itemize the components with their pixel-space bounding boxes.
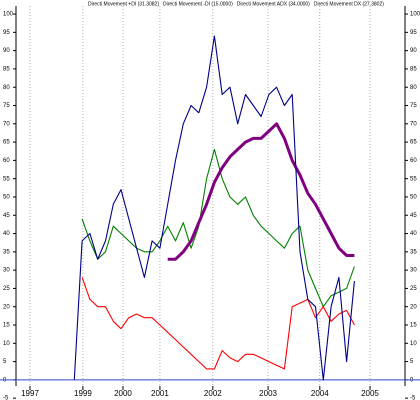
legend-text: Directi Movement DX (27.3802) [314, 1, 384, 7]
y-tick-label-right: -5 [410, 396, 416, 400]
y-tick-label-right: 90 [410, 48, 417, 54]
x-tick-label: 2005 [361, 389, 379, 398]
y-tick-label: 30 [3, 268, 10, 274]
y-tick-label-right: 70 [410, 121, 417, 127]
x-tick-label: 1997 [21, 389, 39, 398]
y-tick-label-right: 65 [410, 140, 417, 146]
y-tick-label-right: 95 [410, 30, 417, 36]
y-tick-label-right: 5 [410, 359, 414, 365]
y-tick-label: -5 [3, 396, 9, 400]
y-tick-label: 60 [3, 158, 10, 164]
x-tick-label: 1999 [74, 389, 92, 398]
x-tick-label: 2001 [151, 389, 169, 398]
y-tick-label-right: 75 [410, 103, 417, 109]
y-tick-label: 5 [3, 359, 7, 365]
y-tick-label-right: 80 [410, 85, 417, 91]
legend: Directi Movement +DI (31.3082) Directi Mo… [88, 1, 384, 7]
series-line [81, 277, 355, 370]
y-tick-label: 80 [3, 85, 10, 91]
x-tick-label: 2004 [311, 389, 329, 398]
y-tick-label: 35 [3, 249, 10, 255]
x-tick-label: 2003 [259, 389, 277, 398]
y-tick-label-right: 0 [410, 377, 414, 383]
y-tick-label: 45 [3, 213, 10, 219]
series-line [167, 122, 355, 261]
y-tick-label: 40 [3, 231, 10, 237]
y-tick-label-right: 35 [410, 249, 417, 255]
y-tick-label: 90 [3, 48, 10, 54]
y-tick-label: 70 [3, 121, 10, 127]
y-tick-label: 65 [3, 140, 10, 146]
y-tick-label: 25 [3, 286, 10, 292]
x-tick-label: 2002 [204, 389, 222, 398]
y-tick-label-right: 55 [410, 176, 417, 182]
series-line [81, 148, 355, 308]
y-tick-label-right: 10 [410, 341, 417, 347]
y-tick-label: 50 [3, 195, 10, 201]
y-tick-label-right: 60 [410, 158, 417, 164]
y-tick-label-right: 40 [410, 231, 417, 237]
legend-text: Directi Movement ADX (34.0000) [237, 1, 310, 7]
x-tick-label: 2000 [114, 389, 132, 398]
legend-text: Directi Movement +DI (31.3082) [88, 1, 159, 7]
y-tick-label: 95 [3, 30, 10, 36]
y-tick-label: 10 [3, 341, 10, 347]
y-tick-label: 15 [3, 323, 10, 329]
y-tick-label-right: 85 [410, 67, 417, 73]
series-line [73, 35, 355, 381]
legend-text: Directi Movement -DI (15.0000) [163, 1, 233, 7]
y-tick-label-right: 30 [410, 268, 417, 274]
y-tick-label-right: 20 [410, 304, 417, 310]
y-tick-label: 0 [3, 377, 7, 383]
y-tick-label-right: 25 [410, 286, 417, 292]
y-tick-label: 75 [3, 103, 10, 109]
y-tick-label-right: 15 [410, 323, 417, 329]
y-tick-label-right: 100 [410, 12, 420, 18]
y-tick-label-right: 50 [410, 195, 417, 201]
y-tick-label: 20 [3, 304, 10, 310]
y-tick-label: 85 [3, 67, 10, 73]
y-tick-label-right: 45 [410, 213, 417, 219]
y-tick-label: 55 [3, 176, 10, 182]
y-tick-label: 100 [3, 12, 14, 18]
